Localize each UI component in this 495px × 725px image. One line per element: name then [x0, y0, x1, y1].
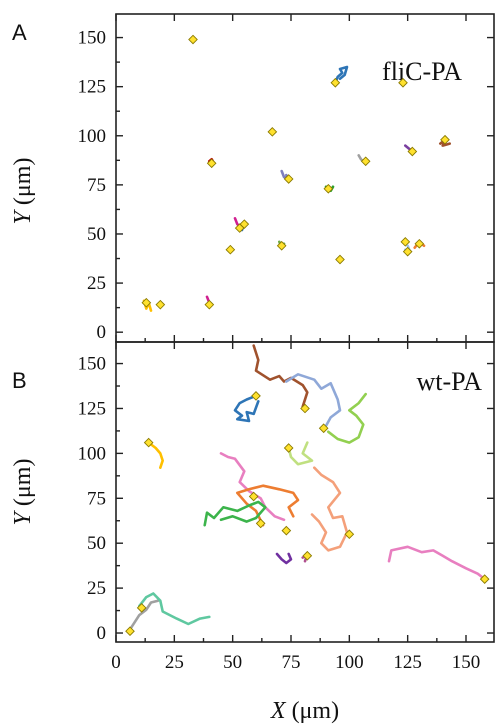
- panel-b-y-tick-label: 0: [97, 623, 107, 644]
- panel-a-start-marker-2: [330, 77, 341, 88]
- panel-a-start-marker-3: [398, 77, 408, 88]
- panel-b-plot-area: 0 25 50 75 100 125 150 0 25 50 75 100 125 150: [78, 341, 495, 673]
- panel-b-y-tick-label: 125: [78, 398, 107, 419]
- panel-a-start-marker-21: [204, 299, 215, 310]
- panel-b-x-tick-label: 125: [393, 652, 422, 673]
- panel-b-x-tick-label: 100: [335, 652, 364, 673]
- panel-a-start-marker-8: [360, 156, 371, 167]
- panel-b-start-marker-3: [318, 423, 329, 434]
- panel-b-y-axis-symbol: Y: [10, 509, 36, 525]
- panel-a-start-marker-7: [323, 183, 334, 194]
- panel-b-y-axis-unit: (μm): [10, 459, 36, 507]
- panel-a-start-marker-19: [141, 297, 152, 308]
- panel-b-start-marker-12: [136, 603, 147, 613]
- panel-a-track-1: [334, 65, 349, 84]
- panel-b-track-10: [275, 552, 293, 565]
- panel-b-x-axis-unit: (μm): [292, 698, 340, 724]
- panel-b-start-marker-1: [251, 391, 261, 401]
- panel-a-y-axis-label: Y (μm): [10, 158, 36, 225]
- panel-b-y-tick-label: 25: [87, 578, 106, 599]
- panel-b-start-marker-11: [479, 574, 490, 584]
- panel-b-start-marker-4: [143, 437, 154, 448]
- panel-b-start-marker-6: [248, 491, 259, 502]
- panel-b-x-tick-label: 75: [282, 652, 301, 673]
- panel-b-label: B: [12, 368, 27, 393]
- panel-b-start-marker-10: [302, 550, 313, 561]
- panel-b-y-tick-label: 150: [78, 354, 107, 375]
- panel-a-y-tick-label: 25: [87, 273, 106, 294]
- panel-b-track-4: [327, 392, 367, 444]
- panel-a-y-tick-label: 125: [78, 77, 107, 98]
- panel-a-start-marker-16: [400, 236, 411, 247]
- panel-b-start-marker-5: [283, 443, 294, 453]
- panel-b-x-axis-symbol: X: [270, 698, 287, 724]
- panel-a-y-tick-label: 150: [78, 28, 107, 49]
- panel-b-start-marker-9: [344, 529, 355, 540]
- panel-a-y-tick-label: 75: [87, 175, 106, 196]
- panel-a-y-tick-label: 50: [87, 224, 106, 245]
- panel-a-start-marker-14: [225, 244, 236, 255]
- panel-b-title: wt-PA: [416, 367, 482, 396]
- panel-b-start-marker-2: [300, 403, 310, 414]
- panel-a-label: A: [12, 20, 27, 45]
- panel-a-start-marker-6: [283, 174, 294, 184]
- panel-b-track-5: [287, 441, 314, 466]
- panel-b-start-marker-7: [255, 518, 266, 529]
- panel-b-track-12: [387, 545, 486, 581]
- panel-a-start-marker-12: [234, 223, 245, 233]
- panel-b-y-axis-label: Y (μm): [10, 459, 36, 526]
- panel-b-track-9: [203, 500, 267, 527]
- panel-b-start-marker-8: [281, 525, 292, 536]
- panel-a-plot-area: 0 25 50 75 100 125 150: [78, 13, 495, 343]
- panel-a-start-marker-9: [407, 146, 418, 157]
- panel-a: A fliC-PA Y (μm) 0 25 50 75 100 125 150: [10, 13, 495, 343]
- panel-a-start-marker-13: [276, 240, 287, 251]
- panel-b-track-3: [285, 373, 342, 432]
- panel-b-x-tick-label: 25: [165, 652, 184, 673]
- panel-a-start-marker-1: [188, 34, 198, 45]
- panel-a-start-marker-5: [206, 158, 217, 169]
- panel-a-start-marker-17: [402, 246, 413, 257]
- panel-a-start-marker-18: [414, 238, 425, 249]
- panel-a-start-marker-10: [440, 134, 450, 145]
- panel-b-start-marker-13: [125, 626, 135, 637]
- svg-text:Y(μm): Y (μm): [10, 459, 36, 526]
- panel-a-y-axis-symbol: Y: [10, 208, 36, 224]
- panel-b-track-14: [128, 599, 160, 631]
- panel-b-track-2: [233, 394, 260, 423]
- panel-b-x-tick-label: 50: [223, 652, 242, 673]
- panel-b-y-tick-label: 100: [78, 443, 107, 464]
- panel-b-track-6: [310, 466, 349, 552]
- panel-a-start-marker-15: [335, 254, 345, 265]
- panel-b-x-axis-label: X (μm): [270, 698, 339, 724]
- panel-b-x-tick-label: 0: [111, 652, 121, 673]
- panel-b-frame: [115, 341, 495, 643]
- panel-a-y-tick-label: 0: [97, 322, 107, 343]
- panel-a-start-marker-11: [239, 219, 250, 229]
- panel-b-track-15: [138, 592, 211, 626]
- panel-b-track-1: [252, 344, 309, 408]
- panel-a-title: fliC-PA: [382, 57, 462, 86]
- panel-b-track-7: [219, 452, 286, 522]
- panel-b-y-tick-label: 75: [87, 488, 106, 509]
- panel-a-start-marker-20: [155, 299, 166, 310]
- panel-b-track-13: [147, 441, 164, 469]
- panel-b-y-tick-label: 50: [87, 533, 106, 554]
- panel-a-start-marker-4: [267, 127, 278, 137]
- panel-a-y-tick-label: 100: [78, 126, 107, 147]
- svg-text:Y(μm): Y (μm): [10, 158, 36, 225]
- panel-b-x-tick-label: 150: [452, 652, 481, 673]
- panel-a-y-axis-unit: (μm): [10, 158, 36, 206]
